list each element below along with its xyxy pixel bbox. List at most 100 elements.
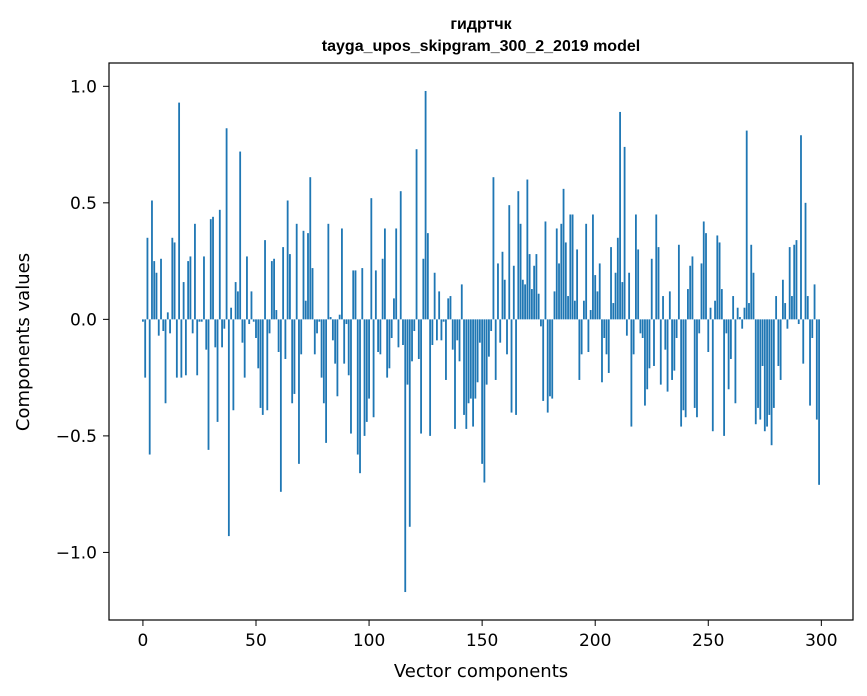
x-tick-label: 200: [579, 631, 611, 651]
bar: [198, 319, 201, 322]
bar: [476, 319, 479, 383]
bar: [727, 319, 730, 390]
bar: [793, 244, 796, 320]
bar: [252, 319, 255, 322]
bar: [187, 261, 190, 320]
bar: [164, 319, 167, 404]
bar: [693, 319, 696, 408]
x-tick-label: 100: [353, 631, 385, 651]
bar: [711, 319, 714, 432]
bar: [757, 319, 759, 408]
bar: [322, 319, 325, 404]
bar: [745, 130, 748, 320]
bar: [381, 258, 384, 320]
bar: [524, 284, 526, 320]
bar: [406, 319, 409, 385]
bar: [370, 198, 373, 320]
bar: [316, 319, 318, 334]
bar: [716, 235, 719, 320]
bar: [644, 319, 646, 406]
bar: [616, 237, 619, 320]
bar: [424, 90, 427, 320]
bar: [596, 291, 599, 320]
bar: [673, 319, 676, 371]
bar: [689, 265, 692, 320]
bar: [356, 319, 359, 455]
bar: [682, 319, 685, 411]
bar: [266, 319, 269, 411]
bar: [605, 319, 608, 355]
bar: [709, 307, 712, 320]
bar: [248, 319, 251, 325]
bar: [700, 263, 703, 320]
bar: [702, 221, 705, 320]
bar: [650, 258, 653, 320]
bar: [510, 319, 513, 413]
bar: [350, 319, 352, 434]
bar: [666, 319, 669, 392]
bar: [200, 319, 203, 322]
bar: [781, 279, 784, 320]
bar: [284, 319, 287, 359]
x-tick-label: 300: [805, 631, 837, 651]
bar: [146, 237, 149, 320]
x-tick-label: 0: [138, 631, 149, 651]
bar: [655, 214, 658, 320]
bar: [612, 303, 615, 320]
bar: [562, 188, 565, 320]
bar: [415, 149, 418, 320]
bar: [494, 319, 497, 380]
bar: [209, 219, 212, 320]
bar: [628, 272, 631, 320]
bar: [331, 319, 334, 341]
bar: [279, 319, 282, 492]
bar: [182, 282, 185, 320]
bar: [485, 319, 488, 385]
bar: [218, 209, 221, 320]
bar: [614, 272, 617, 320]
bar: [250, 291, 253, 320]
bar: [815, 319, 818, 420]
bar: [560, 223, 563, 320]
bar: [388, 319, 391, 369]
bar: [449, 296, 452, 320]
bar: [528, 254, 531, 320]
bar: [390, 319, 393, 338]
bar: [456, 319, 459, 341]
bar: [311, 268, 314, 320]
bar: [508, 205, 511, 320]
bar: [374, 270, 377, 320]
bar: [377, 319, 380, 352]
bar: [736, 307, 739, 320]
bar: [205, 319, 208, 350]
bar: [818, 319, 820, 485]
bar: [641, 319, 644, 338]
bar: [639, 319, 642, 334]
bar: [632, 319, 635, 355]
bar: [465, 319, 468, 429]
bar: [564, 242, 567, 320]
x-axis: 0 50 100 150 200 250 300: [138, 620, 838, 651]
bar: [589, 310, 592, 320]
bar: [302, 230, 305, 320]
bar: [582, 300, 585, 320]
bar: [212, 216, 214, 320]
bar: [395, 228, 398, 320]
bar: [691, 256, 694, 320]
bar: [411, 319, 413, 362]
bar: [802, 319, 805, 364]
bar: [662, 296, 664, 320]
bar: [555, 228, 558, 320]
bar: [246, 256, 248, 320]
bar: [804, 202, 807, 320]
bar: [567, 296, 569, 320]
bar: [795, 240, 798, 320]
bar: [320, 319, 323, 378]
bar: [585, 223, 588, 320]
bar: [598, 263, 601, 320]
bar: [517, 191, 520, 320]
bar: [707, 319, 710, 352]
bar: [553, 291, 556, 320]
bar: [610, 247, 612, 320]
